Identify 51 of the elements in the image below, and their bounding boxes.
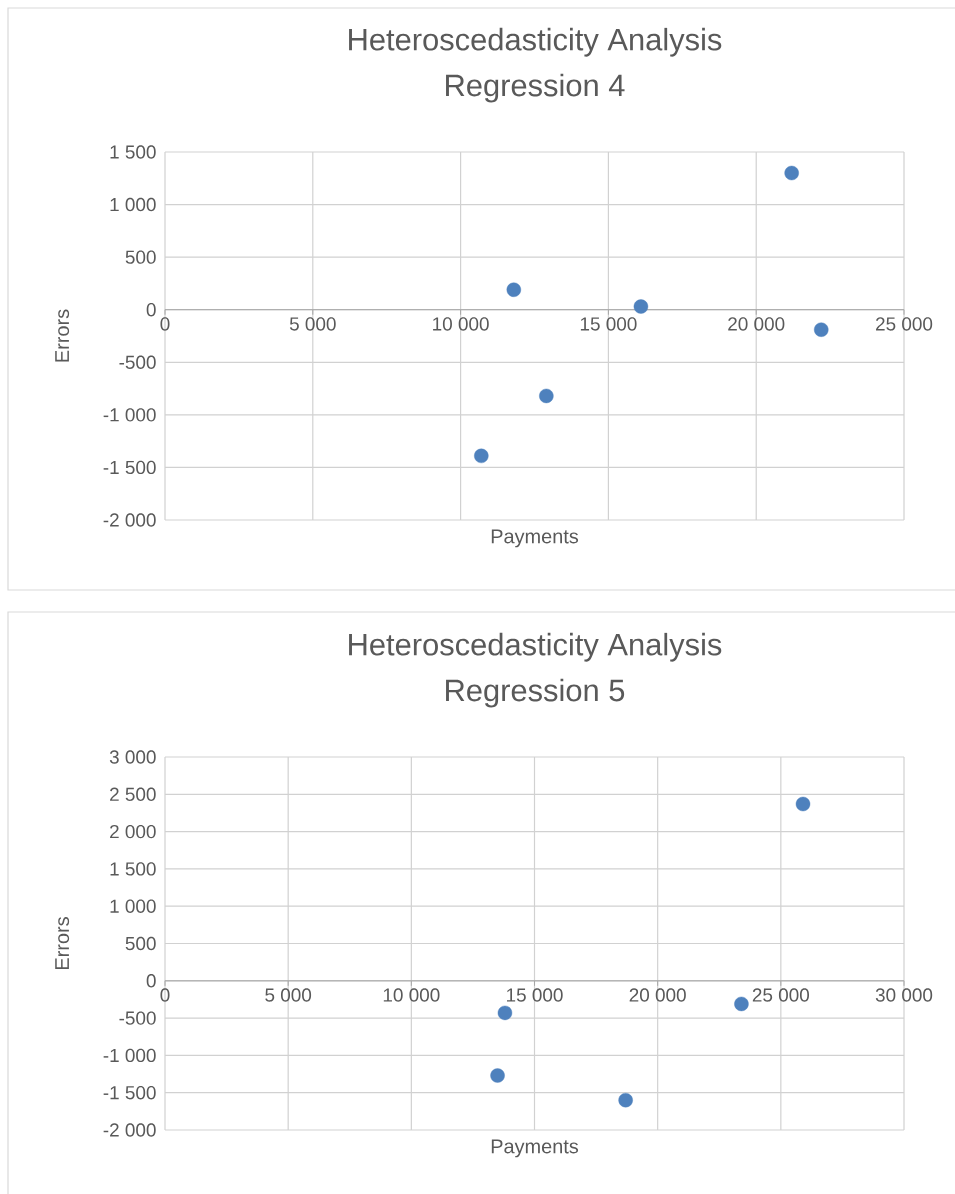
x-tick-label: 30 000 <box>875 988 933 1002</box>
chart-title: Heteroscedasticity Analysis <box>349 27 722 57</box>
point <box>539 388 554 404</box>
x-tick-label: 10 000 <box>433 317 489 331</box>
x-tick-label: 0 <box>160 988 170 1002</box>
point <box>497 1005 513 1021</box>
y-tick-label: 1 000 <box>110 197 156 212</box>
y-tick-label: 0 <box>146 974 156 988</box>
chart-subtitle: Regression 5 <box>446 678 625 708</box>
x-tick-label: 20 000 <box>629 988 686 1002</box>
y-axis-title: Errors <box>55 309 70 362</box>
y-tick-label: 1 500 <box>110 145 156 159</box>
x-axis-title: Payments <box>491 1139 579 1158</box>
point <box>474 448 489 464</box>
point <box>618 1092 633 1108</box>
x-tick-label: 15 000 <box>580 317 637 331</box>
y-axis-title: Errors <box>55 917 70 969</box>
y-tick-label: -2 000 <box>103 1123 156 1137</box>
x-tick-label: 15 000 <box>506 988 563 1002</box>
x-tick-label: 5 000 <box>289 317 336 331</box>
y-tick-label: 0 <box>146 303 156 317</box>
x-tick-label: 25 000 <box>752 988 810 1002</box>
point <box>506 282 522 297</box>
point <box>734 996 749 1012</box>
y-tick-label: -1 500 <box>103 460 156 475</box>
x-tick-label: 25 000 <box>876 317 933 331</box>
x-tick-label: 5 000 <box>265 988 312 1002</box>
point <box>490 1068 505 1083</box>
chart-subtitle: Regression 4 <box>446 73 625 103</box>
y-tick-label: 3 000 <box>109 750 156 764</box>
point <box>633 299 649 314</box>
y-tick-label: 2 000 <box>110 824 156 839</box>
y-tick-label: 1 000 <box>110 899 156 913</box>
x-axis-title: Payments <box>491 529 579 548</box>
y-tick-label: 500 <box>125 936 156 951</box>
y-tick-label: 1 500 <box>110 862 156 876</box>
chart-title: Heteroscedasticity Analysis <box>349 632 722 662</box>
point <box>784 165 799 181</box>
y-tick-label: 500 <box>125 250 156 264</box>
y-tick-label: 2 500 <box>110 787 156 801</box>
y-tick-label: -500 <box>119 1011 156 1025</box>
x-tick-label: 10 000 <box>383 988 440 1002</box>
point <box>795 796 811 812</box>
point <box>814 322 829 337</box>
y-tick-label: -500 <box>119 355 156 369</box>
x-tick-label: 0 <box>160 317 170 331</box>
y-tick-label: -1 000 <box>103 408 156 422</box>
x-tick-label: 20 000 <box>728 317 785 331</box>
y-tick-label: -1 500 <box>103 1086 156 1100</box>
y-tick-label: -1 000 <box>103 1048 156 1063</box>
y-tick-label: -2 000 <box>103 513 156 527</box>
